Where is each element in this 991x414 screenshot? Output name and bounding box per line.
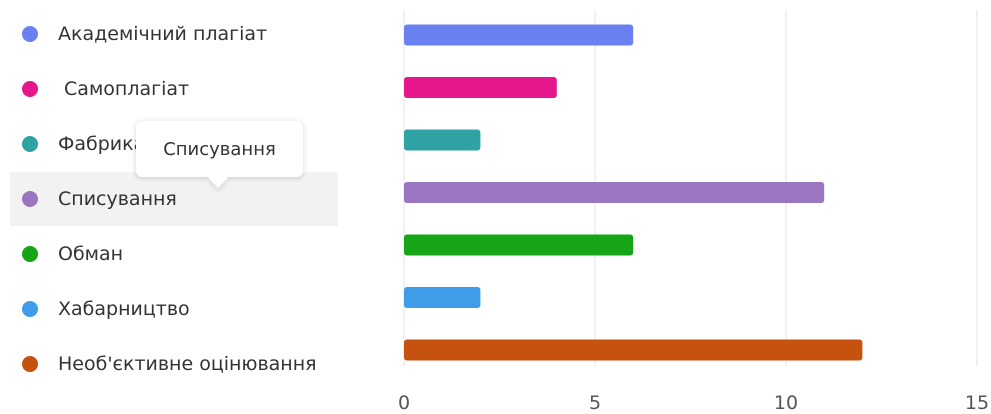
legend-label: Списування <box>58 188 177 210</box>
legend-item[interactable]: Списування <box>10 172 338 226</box>
legend-label: Необ'єктивне оцінювання <box>58 353 317 375</box>
legend-dot-icon <box>22 356 38 372</box>
bar-3[interactable] <box>404 129 481 151</box>
chart-tooltip: Списування <box>136 121 303 177</box>
bar-5[interactable] <box>404 234 634 256</box>
x-tick-label: 0 <box>398 392 410 414</box>
bar-6[interactable] <box>404 287 481 308</box>
legend-dot-icon <box>22 191 38 207</box>
legend-item[interactable]: Обман <box>10 227 338 281</box>
legend-item[interactable]: Хабарництво <box>10 282 338 336</box>
bar-2[interactable] <box>404 77 557 98</box>
legend-item[interactable]: Академічний плагіат <box>10 7 338 61</box>
legend-dot-icon <box>22 136 38 152</box>
legend-item[interactable]: Необ'єктивне оцінювання <box>10 337 338 391</box>
legend-item[interactable]: Самоплагіат <box>10 62 338 116</box>
x-tick-label: 5 <box>589 392 601 414</box>
legend-label: Самоплагіат <box>58 78 190 100</box>
legend-dot-icon <box>22 246 38 262</box>
bar-1[interactable] <box>404 24 634 46</box>
legend-dot-icon <box>22 81 38 97</box>
x-tick-label: 15 <box>965 392 989 414</box>
legend-label: Обман <box>58 243 124 265</box>
legend-dot-icon <box>22 26 38 42</box>
bar-4[interactable] <box>404 182 825 203</box>
bar-7[interactable] <box>404 339 863 361</box>
tooltip-label: Списування <box>163 138 276 160</box>
chart-legend: Академічний плагіат Самоплагіат Фабрикаці… <box>0 0 340 414</box>
legend-dot-icon <box>22 301 38 317</box>
x-tick-label: 10 <box>774 392 798 414</box>
legend-label: Хабарництво <box>58 298 190 320</box>
legend-label: Академічний плагіат <box>58 23 268 45</box>
